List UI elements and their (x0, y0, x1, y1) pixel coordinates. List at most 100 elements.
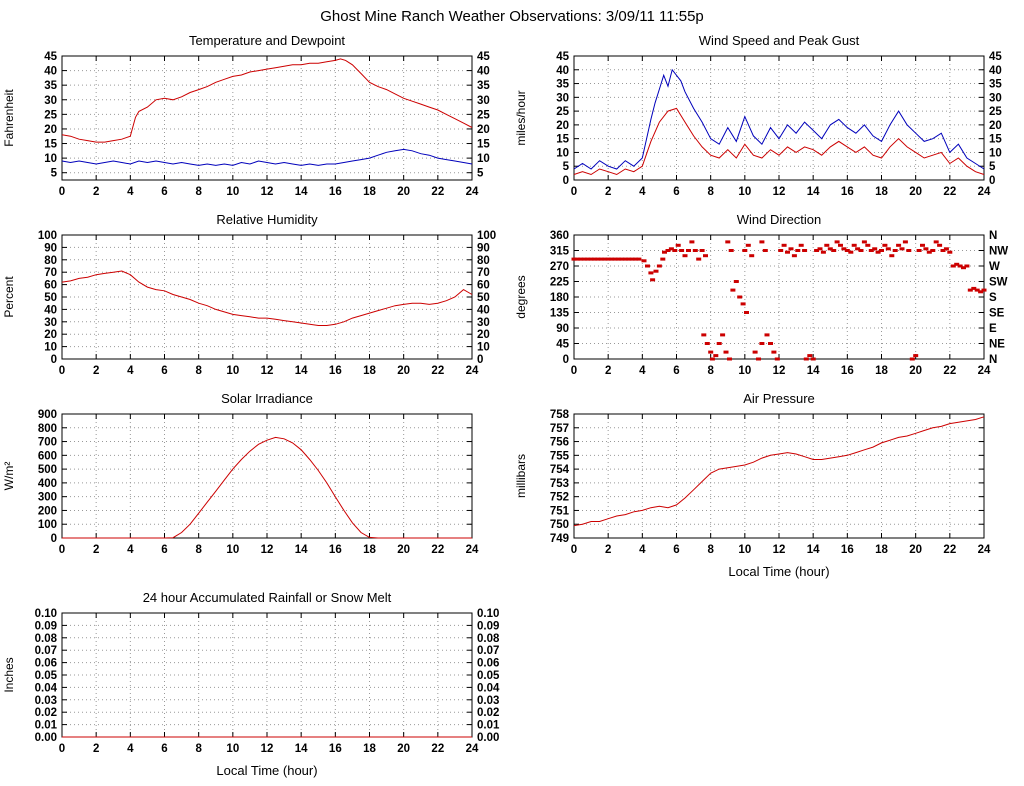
svg-text:700: 700 (38, 437, 57, 449)
svg-text:30: 30 (477, 317, 490, 329)
svg-text:10: 10 (738, 186, 751, 198)
svg-text:14: 14 (295, 544, 308, 556)
svg-text:18: 18 (875, 365, 888, 377)
svg-text:35: 35 (44, 80, 57, 92)
svg-text:2: 2 (93, 544, 99, 556)
svg-text:10: 10 (738, 365, 751, 377)
svg-text:0: 0 (59, 544, 65, 556)
charts-grid: 0 2 4 6 8 10 12 14 16 18 20 22 24 5 5 10 10 15 15 20 20 25 25 3… (0, 30, 1024, 786)
svg-text:800: 800 (38, 423, 57, 435)
svg-text:Relative Humidity: Relative Humidity (216, 212, 318, 227)
chart-svg-solar_irradiance: 0 2 4 6 8 10 12 14 16 18 20 22 240100200300400500600… (2, 391, 479, 556)
chart-temperature-dewpoint: 0 2 4 6 8 10 12 14 16 18 20 22 24 5 5 10 10 15 15 20 20 25 25 3… (0, 30, 512, 209)
svg-text:0.03: 0.03 (477, 695, 499, 707)
svg-text:0.04: 0.04 (35, 682, 58, 694)
svg-text:30: 30 (989, 92, 1002, 104)
svg-text:10: 10 (44, 342, 57, 354)
svg-text:25: 25 (477, 109, 490, 121)
svg-text:2: 2 (93, 365, 99, 377)
svg-text:N: N (989, 354, 997, 366)
svg-text:751: 751 (550, 505, 570, 517)
svg-text:30: 30 (44, 95, 57, 107)
svg-text:20: 20 (477, 329, 490, 341)
svg-text:0: 0 (571, 186, 577, 198)
svg-text:0.01: 0.01 (35, 720, 58, 732)
svg-text:40: 40 (477, 304, 490, 316)
svg-text:600: 600 (38, 450, 57, 462)
svg-text:16: 16 (841, 186, 854, 198)
svg-text:15: 15 (44, 139, 57, 151)
svg-text:4: 4 (127, 186, 134, 198)
svg-text:12: 12 (773, 365, 786, 377)
svg-text:15: 15 (556, 134, 569, 146)
svg-text:22: 22 (431, 544, 444, 556)
svg-text:Inches: Inches (2, 657, 16, 692)
svg-text:6: 6 (161, 186, 167, 198)
svg-text:24: 24 (466, 743, 479, 755)
svg-text:0: 0 (571, 544, 577, 556)
svg-text:100: 100 (477, 230, 496, 242)
svg-text:40: 40 (44, 304, 57, 316)
svg-text:18: 18 (363, 186, 376, 198)
svg-text:24: 24 (466, 365, 479, 377)
svg-text:8: 8 (195, 365, 202, 377)
svg-text:0.00: 0.00 (477, 732, 499, 744)
svg-text:14: 14 (807, 186, 820, 198)
svg-text:20: 20 (909, 544, 922, 556)
svg-text:12: 12 (261, 544, 274, 556)
svg-text:70: 70 (44, 267, 57, 279)
svg-text:755: 755 (550, 450, 570, 462)
svg-text:10: 10 (226, 365, 239, 377)
svg-text:225: 225 (550, 277, 570, 289)
svg-text:24: 24 (466, 186, 479, 198)
svg-text:16: 16 (329, 544, 342, 556)
svg-text:N: N (989, 230, 997, 242)
svg-text:80: 80 (477, 255, 490, 267)
svg-text:0: 0 (51, 533, 57, 545)
svg-text:0.10: 0.10 (477, 608, 499, 620)
svg-text:NE: NE (989, 339, 1005, 351)
svg-text:0.07: 0.07 (35, 645, 57, 657)
svg-text:0: 0 (59, 365, 65, 377)
svg-text:14: 14 (807, 365, 820, 377)
svg-text:22: 22 (943, 365, 956, 377)
svg-text:90: 90 (477, 242, 490, 254)
svg-text:30: 30 (44, 317, 57, 329)
svg-text:2: 2 (605, 365, 611, 377)
svg-text:16: 16 (841, 544, 854, 556)
svg-text:753: 753 (550, 478, 569, 490)
svg-text:5: 5 (477, 168, 484, 180)
svg-text:758: 758 (550, 409, 570, 421)
svg-text:6: 6 (161, 544, 167, 556)
svg-text:0.09: 0.09 (477, 620, 499, 632)
svg-text:8: 8 (707, 186, 714, 198)
svg-text:20: 20 (397, 544, 410, 556)
svg-text:0: 0 (59, 743, 65, 755)
svg-text:0.05: 0.05 (35, 670, 58, 682)
svg-text:20: 20 (556, 120, 569, 132)
svg-text:270: 270 (550, 261, 569, 273)
svg-text:20: 20 (477, 124, 490, 136)
chart-rainfall: 0 2 4 6 8 10 12 14 16 18 20 22 24 0.00 0.00 0.01 0.01 0.0… (0, 587, 512, 786)
svg-text:35: 35 (989, 79, 1002, 91)
svg-text:25: 25 (556, 106, 569, 118)
svg-text:15: 15 (477, 139, 490, 151)
svg-text:18: 18 (363, 743, 376, 755)
svg-text:2: 2 (93, 743, 99, 755)
svg-text:40: 40 (989, 65, 1002, 77)
svg-text:miles/hour: miles/hour (514, 90, 528, 145)
svg-text:0: 0 (51, 354, 57, 366)
svg-text:0: 0 (989, 175, 995, 187)
svg-text:10: 10 (738, 544, 751, 556)
svg-text:20: 20 (44, 329, 57, 341)
svg-text:Fahrenheit: Fahrenheit (2, 89, 16, 147)
svg-text:25: 25 (44, 109, 57, 121)
svg-text:60: 60 (477, 280, 490, 292)
svg-text:6: 6 (161, 365, 167, 377)
svg-text:10: 10 (226, 743, 239, 755)
svg-text:500: 500 (38, 464, 57, 476)
svg-text:8: 8 (195, 544, 202, 556)
